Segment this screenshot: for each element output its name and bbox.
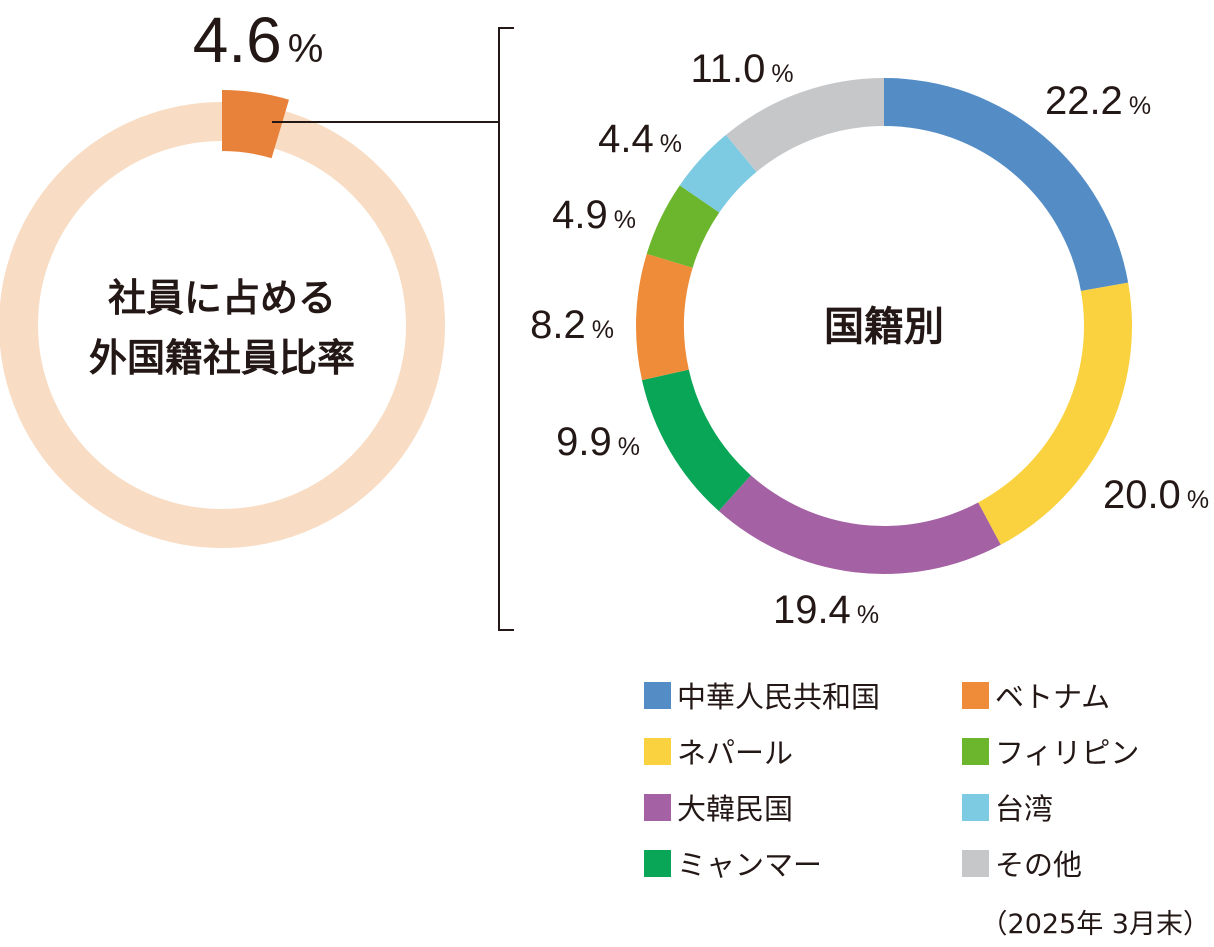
nationality-segment	[641, 369, 751, 511]
nationality-segment	[646, 185, 720, 268]
legend-swatch	[962, 793, 989, 821]
legend-swatch	[644, 737, 671, 765]
nationality-segment	[725, 78, 884, 172]
legend-item: ネパール	[644, 730, 793, 772]
legend-label: その他	[995, 848, 1083, 882]
legend-swatch	[644, 793, 671, 821]
nationality-segment	[718, 475, 1001, 574]
legend-item: ベトナム	[962, 674, 1110, 716]
bracket-connector	[272, 27, 514, 631]
legend-swatch	[644, 681, 671, 709]
legend-label: ベトナム	[995, 680, 1111, 714]
nationality-value-label: 20.0%	[1103, 473, 1209, 517]
legend-item: 台湾	[962, 786, 1053, 828]
legend-label: 大韓民国	[677, 792, 794, 826]
nationality-value-label: 4.4%	[598, 117, 682, 161]
nationality-segment	[884, 78, 1129, 291]
nationality-segment	[978, 282, 1132, 545]
legend-item: 大韓民国	[644, 786, 793, 828]
legend-label: 中華人民共和国	[677, 680, 881, 714]
ratio-remainder-ring	[0, 102, 445, 548]
legend-swatch	[962, 737, 989, 765]
nationality-value-label: 4.9%	[552, 193, 636, 237]
ratio-center-label-line: 外国籍社員比率	[89, 336, 355, 380]
ratio-highlight-segment	[222, 90, 289, 159]
legend-item: ミャンマー	[644, 842, 822, 884]
nationality-value-label: 9.9%	[556, 420, 640, 464]
nationality-value-label: 8.2%	[530, 303, 614, 347]
ratio-center-label-line: 社員に占める	[108, 276, 336, 320]
legend-label: 台湾	[995, 792, 1054, 826]
nationality-value-label: 22.2%	[1045, 79, 1151, 123]
legend-swatch	[962, 849, 989, 877]
legend-swatch	[644, 849, 671, 877]
legend-label: ミャンマー	[677, 848, 823, 882]
footnote: （2025年 3月末）	[980, 909, 1210, 940]
nationality-value-label: 19.4%	[773, 588, 879, 632]
legend-swatch	[962, 681, 989, 709]
nationality-value-label: 11.0%	[690, 47, 793, 91]
legend-label: ネパール	[677, 736, 794, 770]
legend-item: 中華人民共和国	[644, 674, 880, 716]
nationality-segment	[636, 253, 693, 381]
legend-label: フィリピン	[995, 736, 1140, 770]
nationality-segment	[679, 134, 757, 213]
legend-item: その他	[962, 842, 1082, 884]
ratio-value-label: 4.6%	[193, 4, 324, 76]
legend-item: フィリピン	[962, 730, 1139, 772]
nationality-center-label: 国籍別	[824, 304, 944, 350]
nationality-donut-chart: 22.2 % 20.0 % 19.4 % 9.9 % 8.2 % 4.9 % 4.4 %11.0 % 国籍別	[530, 47, 1209, 632]
